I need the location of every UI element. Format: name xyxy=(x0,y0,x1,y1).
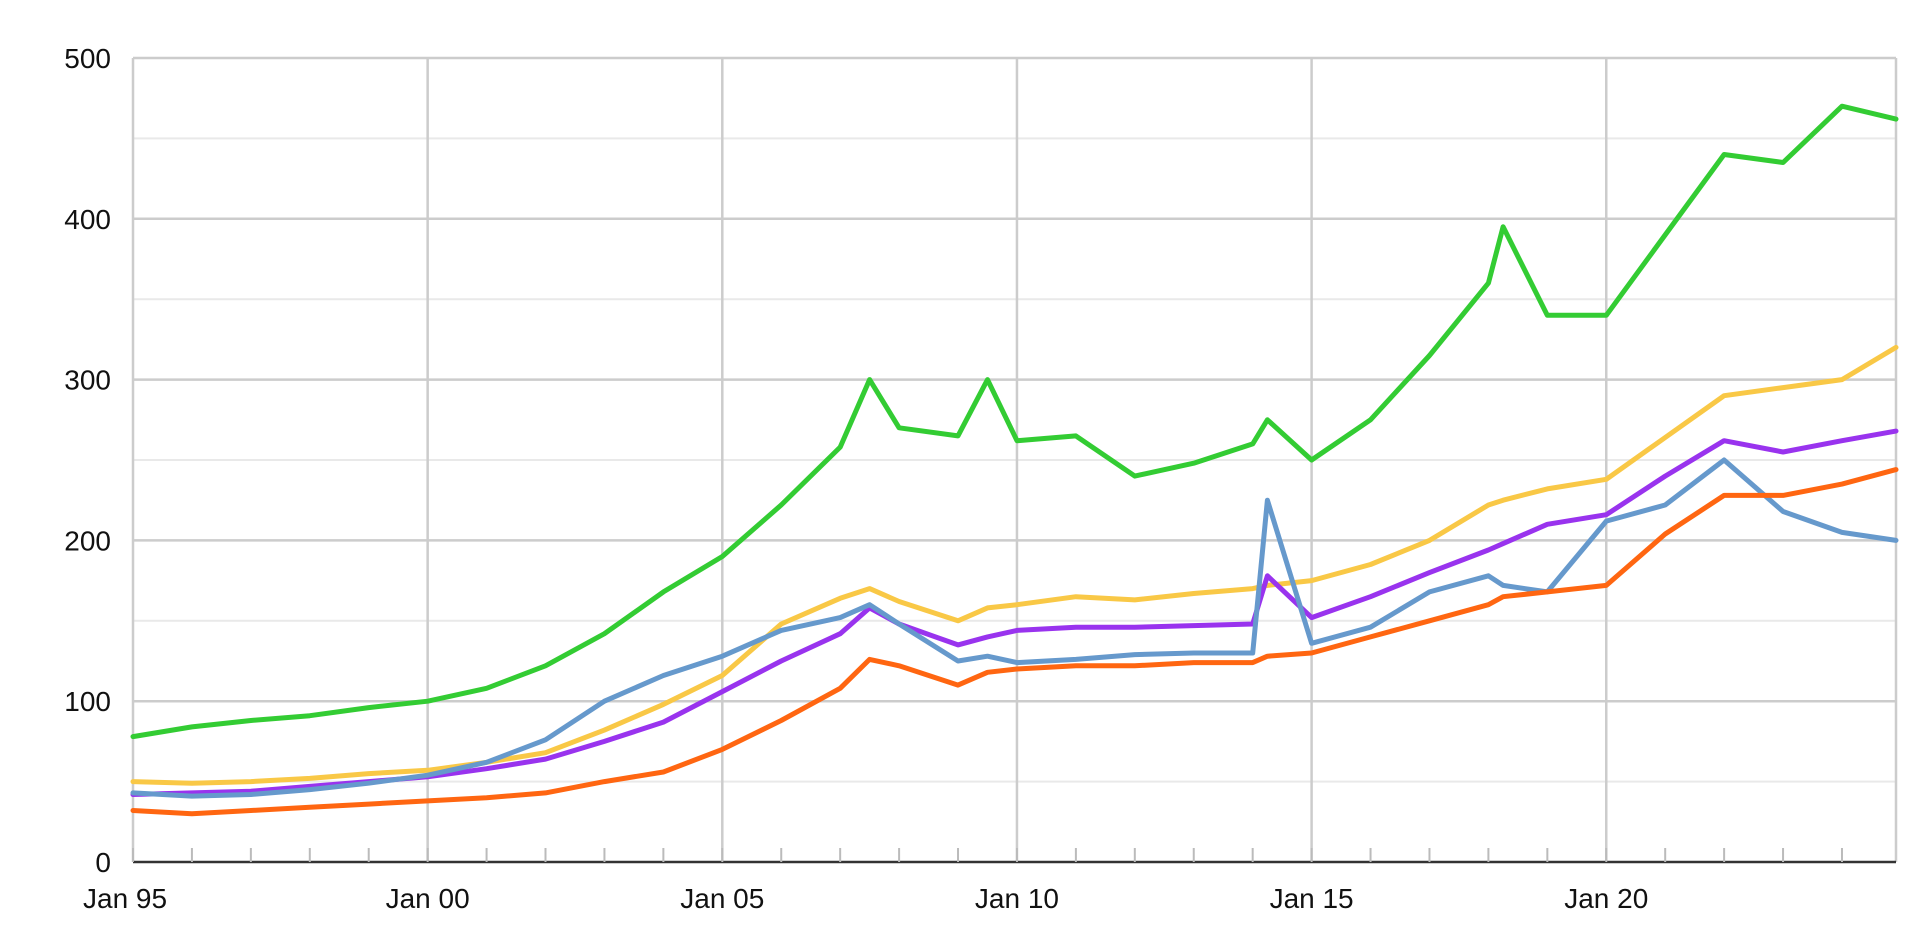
series-line-3 xyxy=(130,457,1899,799)
y-tick-label: 100 xyxy=(64,686,111,717)
x-tick-label: Jan 20 xyxy=(1564,883,1648,914)
y-tick-label: 400 xyxy=(64,204,111,235)
y-tick-label: 300 xyxy=(64,365,111,396)
y-tick-label: 0 xyxy=(95,847,111,878)
x-tick-label: Jan 00 xyxy=(386,883,470,914)
series-line-2 xyxy=(130,428,1899,797)
y-tick-label: 200 xyxy=(64,525,111,556)
series-line-4 xyxy=(130,467,1899,817)
x-tick-label: Jan 05 xyxy=(680,883,764,914)
series-lines xyxy=(130,103,1899,817)
x-tick-label: Jan 10 xyxy=(975,883,1059,914)
x-tick-label: Jan 15 xyxy=(1270,883,1354,914)
grid xyxy=(131,56,1898,862)
series-line-0 xyxy=(130,103,1899,740)
y-tick-label: 500 xyxy=(64,43,111,74)
x-tick-label: Jan 95 xyxy=(83,883,167,914)
axes: 0 100 200 300 400 500 Jan 95 Jan 00 Jan 05 Jan 10… xyxy=(64,43,1896,914)
